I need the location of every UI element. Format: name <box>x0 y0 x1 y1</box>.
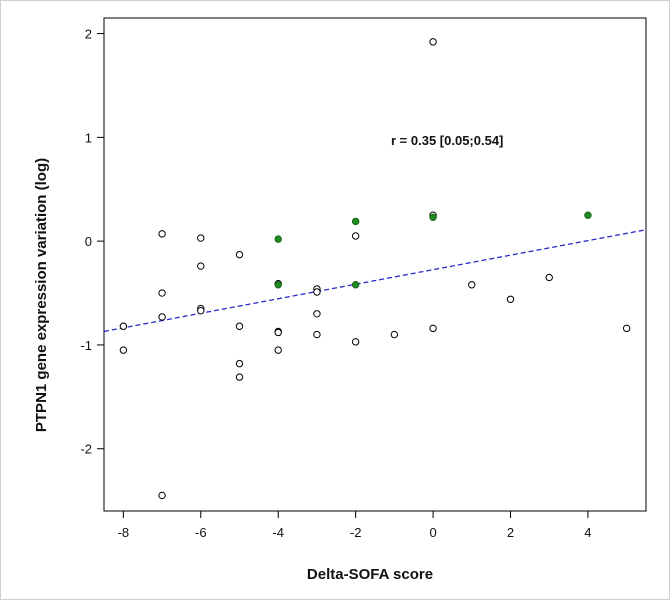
x-tick-label: 0 <box>429 525 436 540</box>
data-point-open <box>545 273 553 282</box>
data-point-filled <box>351 217 360 226</box>
axes-group: -8 -6 -4 -2 0 2 4 -2 -1 0 1 2 <box>80 17 647 540</box>
data-point-open <box>119 322 128 330</box>
data-point-filled <box>274 281 282 289</box>
x-tick-label: -6 <box>195 525 207 540</box>
data-point-open <box>235 250 244 259</box>
y-axis-title: PTPN1 gene expression variation (log) <box>33 158 50 432</box>
data-point-open <box>235 322 244 330</box>
y-tick-label: 1 <box>85 130 92 145</box>
x-tick-label: 4 <box>584 525 591 540</box>
y-tick-label: -1 <box>80 338 92 353</box>
data-point-open <box>235 359 244 368</box>
data-point-filled <box>274 235 282 243</box>
data-point-open <box>351 232 360 240</box>
data-point-open <box>197 306 205 315</box>
x-tick-label: -8 <box>118 525 130 540</box>
data-point-open <box>158 313 166 321</box>
data-point-open <box>274 346 282 354</box>
data-point-open <box>158 491 166 500</box>
correlation-annotation: r = 0.35 [0.05;0.54] <box>391 133 503 148</box>
data-point-open <box>158 230 166 238</box>
x-tick-label: -2 <box>350 525 362 540</box>
data-point-open <box>313 330 321 339</box>
regression-line <box>103 229 647 333</box>
data-point-open <box>197 262 205 270</box>
data-point-filled <box>584 211 592 219</box>
data-point-filled <box>351 281 360 289</box>
data-point-open <box>390 330 399 339</box>
data-point-open <box>313 288 321 296</box>
data-point-open <box>506 295 515 303</box>
data-point-filled <box>429 213 437 221</box>
points-group <box>119 38 631 500</box>
y-tick-label: 0 <box>85 234 92 249</box>
x-tick-label: -4 <box>272 525 284 540</box>
data-point-open <box>235 373 244 381</box>
data-point-open <box>197 234 205 242</box>
data-point-open <box>274 328 282 337</box>
y-tick-label: 2 <box>85 27 92 42</box>
data-point-open <box>158 289 166 297</box>
data-point-open <box>622 324 631 333</box>
x-tick-label: 2 <box>507 525 514 540</box>
data-point-open <box>429 38 437 46</box>
x-axis-title: Delta-SOFA score <box>307 566 433 583</box>
data-point-open <box>429 324 437 333</box>
data-point-open <box>351 338 360 346</box>
data-point-open <box>119 346 128 354</box>
regression-line-group <box>103 229 647 333</box>
data-point-open <box>468 281 476 289</box>
plot-box <box>103 17 647 512</box>
data-point-open <box>313 310 321 318</box>
y-tick-label: -2 <box>80 442 92 457</box>
